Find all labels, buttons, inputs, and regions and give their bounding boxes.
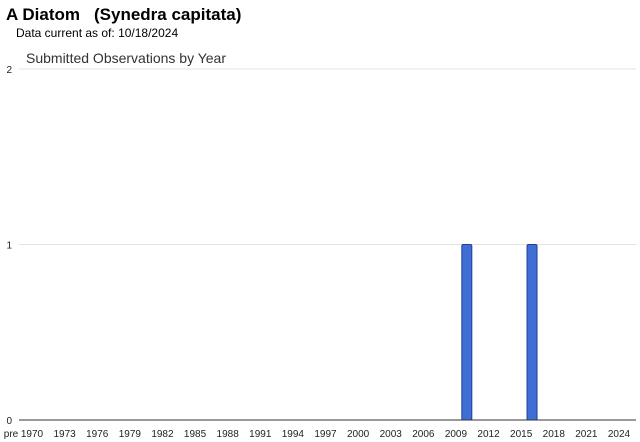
x-tick-label: 2003	[380, 429, 403, 440]
y-tick-label: 1	[6, 241, 12, 252]
x-tick-label: pre	[4, 429, 19, 440]
bar-2016	[526, 244, 538, 421]
x-tick-label: 2024	[608, 429, 631, 440]
data-current-date: 10/18/2024	[118, 26, 179, 40]
y-tick-label: 0	[6, 416, 12, 427]
x-tick-label: 1982	[151, 429, 174, 440]
page-title: A Diatom (Synedra capitata)	[6, 5, 241, 25]
x-tick-label: 2021	[575, 429, 598, 440]
chart-title: Submitted Observations by Year	[26, 50, 226, 66]
y-tick-label: 2	[6, 65, 12, 76]
x-tick-label: 1991	[249, 429, 272, 440]
x-tick-label: 1997	[314, 429, 337, 440]
x-tick-label: 1979	[119, 429, 142, 440]
x-tick-label: 1985	[184, 429, 207, 440]
data-current-label: Data current as of:	[16, 26, 115, 40]
x-tick-label: 1988	[217, 429, 240, 440]
common-name: A Diatom	[6, 5, 80, 24]
x-tick-label: 1976	[86, 429, 109, 440]
x-tick-label: 2009	[445, 429, 468, 440]
x-tick-label: 2006	[412, 429, 435, 440]
x-tick-label: 2012	[477, 429, 500, 440]
x-tick-label: 2018	[543, 429, 566, 440]
x-tick-label: 1970	[21, 429, 44, 440]
bar-2010	[461, 244, 473, 421]
data-current-note: Data current as of: 10/18/2024	[16, 26, 178, 40]
x-tick-label: 2000	[347, 429, 370, 440]
x-tick-label: 1994	[282, 429, 305, 440]
scientific-name: (Synedra capitata)	[94, 5, 242, 24]
x-tick-label: 2015	[510, 429, 533, 440]
x-tick-label: 1973	[53, 429, 76, 440]
